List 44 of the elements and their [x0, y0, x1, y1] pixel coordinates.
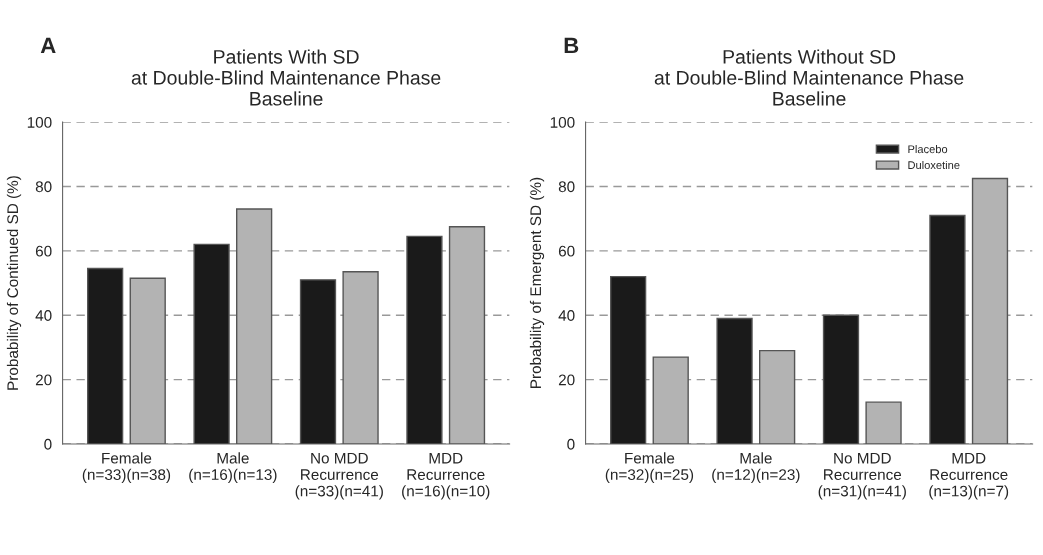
y-tick-label: 40 [35, 310, 52, 321]
y-axis-title: Probability of Emergent SD (%) [529, 177, 545, 388]
bar [716, 317, 753, 444]
legend-label: Placebo [908, 144, 948, 154]
y-tick-label: 60 [35, 245, 52, 257]
x-tick-label: Male (n=12)(n=23) [712, 452, 800, 484]
y-tick-label: 20 [35, 374, 52, 386]
x-tick-label: No MDD Recurrence (n=31)(n=41) [818, 452, 906, 500]
bar [971, 177, 1009, 444]
bar [652, 356, 689, 444]
y-tick-label: 100 [550, 116, 575, 128]
x-tick-label: MDD Recurrence (n=13)(n=7) [929, 452, 1009, 500]
legend-label: Duloxetine [908, 160, 960, 170]
x-tick-label: MDD Recurrence (n=16)(n=10) [402, 452, 490, 500]
x-tick-label: Female (n=32)(n=25) [605, 452, 694, 484]
y-tick-label: 0 [567, 438, 575, 450]
bar [236, 208, 273, 444]
y-axis-title: Probability of Continued SD (%) [6, 176, 22, 390]
text: A [40, 37, 56, 54]
bar [87, 267, 124, 444]
text: B [564, 37, 579, 54]
y-tick-label: 80 [558, 181, 575, 193]
bar [929, 214, 966, 444]
y-tick-label: 60 [558, 245, 575, 257]
x-tick-label: Male (n=16)(n=13) [189, 452, 277, 484]
chart-title: Patients Without SD at Double-Blind Maintenance Phase Baseline [654, 49, 964, 106]
bar [822, 314, 860, 444]
bar [129, 277, 166, 444]
y-tick-label: 0 [44, 438, 52, 450]
bar [609, 275, 647, 444]
bar [406, 235, 443, 444]
y-tick-label: 20 [558, 374, 575, 386]
bar [193, 243, 230, 444]
y-tick-label: 80 [35, 181, 52, 193]
x-tick-label: Female (n=33)(n=38) [82, 452, 171, 484]
y-tick-label: 100 [27, 116, 52, 128]
bar [448, 226, 486, 444]
bar [758, 349, 796, 444]
bar [342, 271, 379, 444]
y-tick-label: 40 [558, 310, 575, 321]
chart-title: Patients With SD at Double-Blind Maintenance Phase Baseline [131, 49, 441, 106]
bar [299, 279, 337, 444]
bar [865, 401, 902, 444]
x-tick-label: No MDD Recurrence (n=33)(n=41) [295, 452, 383, 500]
